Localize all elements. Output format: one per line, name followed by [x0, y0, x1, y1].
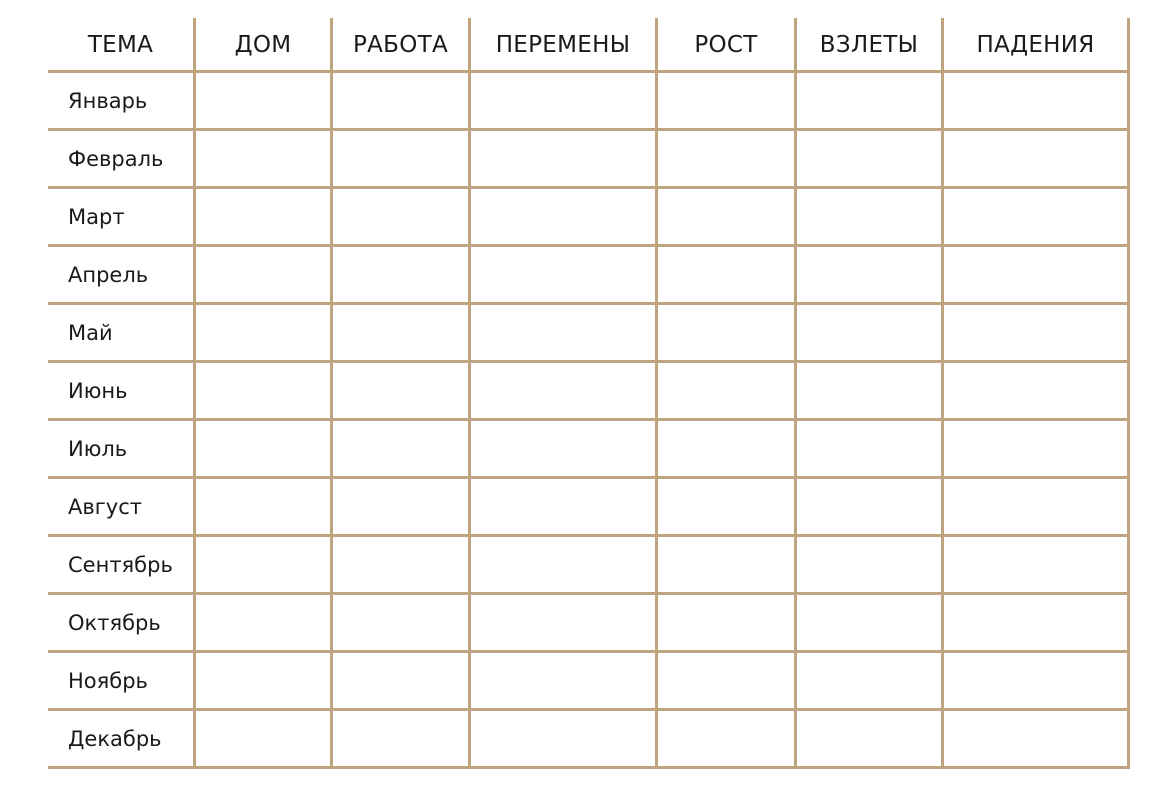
- column-header: ПЕРЕМЕНЫ: [471, 18, 658, 73]
- empty-cell[interactable]: [471, 247, 658, 305]
- row-label: Январь: [48, 73, 196, 131]
- empty-cell[interactable]: [658, 363, 797, 421]
- empty-cell[interactable]: [471, 189, 658, 247]
- row-label: Август: [48, 479, 196, 537]
- row-label: Май: [48, 305, 196, 363]
- empty-cell[interactable]: [797, 595, 944, 653]
- empty-cell[interactable]: [196, 537, 333, 595]
- empty-cell[interactable]: [797, 421, 944, 479]
- empty-cell[interactable]: [471, 131, 658, 189]
- empty-cell[interactable]: [333, 247, 471, 305]
- monthly-themes-table: ТЕМА ДОМ РАБОТА ПЕРЕМЕНЫ РОСТ ВЗЛЕТЫ ПАДЕНИЯ Ян…: [48, 18, 1130, 769]
- empty-cell[interactable]: [944, 537, 1130, 595]
- empty-cell[interactable]: [658, 189, 797, 247]
- empty-cell[interactable]: [944, 421, 1130, 479]
- empty-cell[interactable]: [471, 711, 658, 769]
- empty-cell[interactable]: [944, 595, 1130, 653]
- empty-cell[interactable]: [196, 653, 333, 711]
- empty-cell[interactable]: [196, 595, 333, 653]
- empty-cell[interactable]: [333, 479, 471, 537]
- empty-cell[interactable]: [797, 653, 944, 711]
- empty-cell[interactable]: [658, 653, 797, 711]
- empty-cell[interactable]: [196, 479, 333, 537]
- row-label: Июль: [48, 421, 196, 479]
- empty-cell[interactable]: [944, 363, 1130, 421]
- empty-cell[interactable]: [471, 73, 658, 131]
- empty-cell[interactable]: [797, 247, 944, 305]
- empty-cell[interactable]: [944, 653, 1130, 711]
- empty-cell[interactable]: [333, 421, 471, 479]
- empty-cell[interactable]: [196, 131, 333, 189]
- empty-cell[interactable]: [333, 653, 471, 711]
- column-header: ВЗЛЕТЫ: [797, 18, 944, 73]
- column-header: ТЕМА: [48, 18, 196, 73]
- empty-cell[interactable]: [797, 305, 944, 363]
- empty-cell[interactable]: [471, 653, 658, 711]
- column-header: РОСТ: [658, 18, 797, 73]
- empty-cell[interactable]: [658, 479, 797, 537]
- empty-cell[interactable]: [797, 363, 944, 421]
- empty-cell[interactable]: [333, 711, 471, 769]
- empty-cell[interactable]: [471, 595, 658, 653]
- empty-cell[interactable]: [196, 711, 333, 769]
- empty-cell[interactable]: [658, 421, 797, 479]
- empty-cell[interactable]: [471, 537, 658, 595]
- empty-cell[interactable]: [333, 73, 471, 131]
- empty-cell[interactable]: [797, 73, 944, 131]
- row-label: Апрель: [48, 247, 196, 305]
- empty-cell[interactable]: [471, 363, 658, 421]
- column-header: РАБОТА: [333, 18, 471, 73]
- empty-cell[interactable]: [944, 247, 1130, 305]
- row-label: Ноябрь: [48, 653, 196, 711]
- empty-cell[interactable]: [196, 247, 333, 305]
- empty-cell[interactable]: [944, 189, 1130, 247]
- row-label: Март: [48, 189, 196, 247]
- empty-cell[interactable]: [797, 479, 944, 537]
- empty-cell[interactable]: [658, 73, 797, 131]
- empty-cell[interactable]: [196, 73, 333, 131]
- empty-cell[interactable]: [333, 305, 471, 363]
- empty-cell[interactable]: [333, 363, 471, 421]
- empty-cell[interactable]: [944, 479, 1130, 537]
- empty-cell[interactable]: [658, 131, 797, 189]
- empty-cell[interactable]: [471, 421, 658, 479]
- empty-cell[interactable]: [658, 595, 797, 653]
- column-header: ДОМ: [196, 18, 333, 73]
- row-label: Октябрь: [48, 595, 196, 653]
- empty-cell[interactable]: [797, 131, 944, 189]
- empty-cell[interactable]: [196, 305, 333, 363]
- empty-cell[interactable]: [471, 305, 658, 363]
- empty-cell[interactable]: [658, 537, 797, 595]
- empty-cell[interactable]: [944, 711, 1130, 769]
- empty-cell[interactable]: [658, 247, 797, 305]
- row-label: Декабрь: [48, 711, 196, 769]
- empty-cell[interactable]: [658, 305, 797, 363]
- empty-cell[interactable]: [333, 595, 471, 653]
- empty-cell[interactable]: [797, 189, 944, 247]
- empty-cell[interactable]: [797, 711, 944, 769]
- row-label: Июнь: [48, 363, 196, 421]
- empty-cell[interactable]: [196, 421, 333, 479]
- empty-cell[interactable]: [944, 131, 1130, 189]
- empty-cell[interactable]: [944, 305, 1130, 363]
- row-label: Февраль: [48, 131, 196, 189]
- empty-cell[interactable]: [944, 73, 1130, 131]
- empty-cell[interactable]: [333, 131, 471, 189]
- empty-cell[interactable]: [333, 537, 471, 595]
- row-label: Сентябрь: [48, 537, 196, 595]
- empty-cell[interactable]: [658, 711, 797, 769]
- empty-cell[interactable]: [196, 363, 333, 421]
- column-header: ПАДЕНИЯ: [944, 18, 1130, 73]
- empty-cell[interactable]: [333, 189, 471, 247]
- empty-cell[interactable]: [797, 537, 944, 595]
- empty-cell[interactable]: [196, 189, 333, 247]
- empty-cell[interactable]: [471, 479, 658, 537]
